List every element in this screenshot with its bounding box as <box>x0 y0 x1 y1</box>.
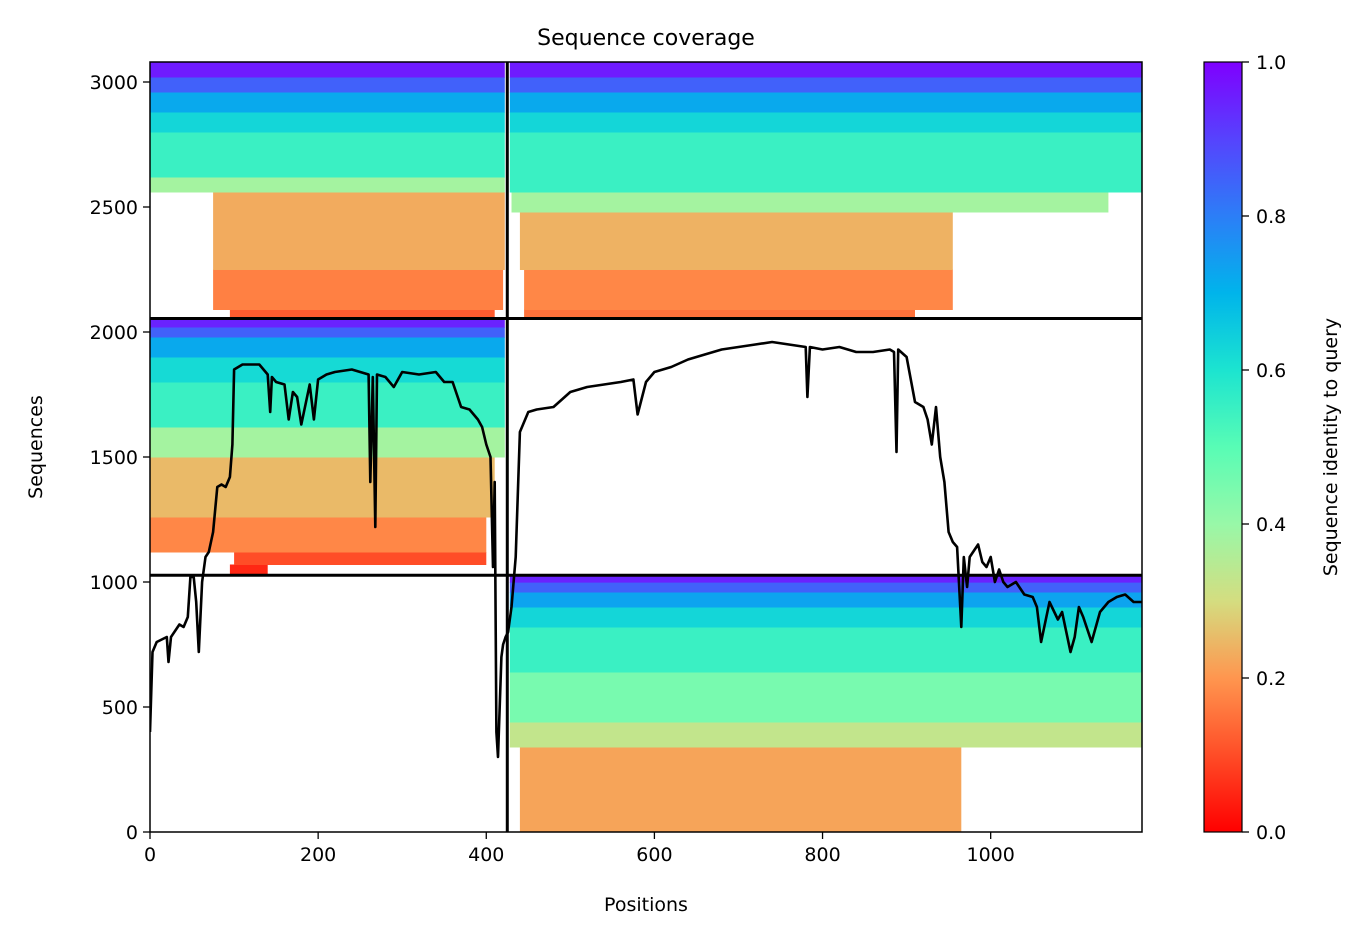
plot-area <box>150 62 1142 832</box>
x-tick-label: 200 <box>300 844 336 866</box>
identity-band <box>150 517 487 553</box>
y-tick-label: 1500 <box>90 447 138 469</box>
y-axis: 0 500 1000 1500 2000 2500 3000 <box>90 72 150 844</box>
colorbar-tick-label: 1.0 <box>1256 52 1286 74</box>
identity-band <box>509 112 1142 133</box>
colorbar-tick-label: 0.6 <box>1256 360 1286 382</box>
coverage-block <box>150 318 505 576</box>
chart-title: Sequence coverage <box>537 26 755 51</box>
x-tick-label: 600 <box>636 844 672 866</box>
colorbar-tick-label: 0.0 <box>1256 822 1286 844</box>
identity-band <box>150 318 505 328</box>
identity-band <box>150 132 505 178</box>
coverage-block <box>509 62 1142 319</box>
identity-band <box>509 575 1142 583</box>
identity-band <box>511 192 1109 213</box>
colorbar-ticks: 0.0 0.2 0.4 0.6 0.8 1.0 <box>1242 52 1286 844</box>
identity-band <box>150 337 505 358</box>
identity-band <box>519 212 953 270</box>
chain-boundaries <box>150 62 1142 832</box>
identity-band <box>509 582 1142 593</box>
coverage-block <box>150 62 505 319</box>
identity-band <box>150 357 505 383</box>
y-tick-label: 3000 <box>90 72 138 94</box>
colorbar-label: Sequence identity to query <box>1320 318 1342 576</box>
identity-band <box>509 627 1142 673</box>
identity-band <box>524 269 953 310</box>
identity-band <box>509 92 1142 113</box>
identity-band <box>509 77 1142 93</box>
y-axis-label: Sequences <box>25 395 47 499</box>
identity-band <box>150 382 505 428</box>
y-tick-label: 1000 <box>90 572 138 594</box>
y-tick-label: 500 <box>102 697 138 719</box>
identity-band <box>213 269 504 310</box>
identity-band <box>229 309 495 319</box>
identity-band <box>509 592 1142 608</box>
identity-band <box>524 309 915 319</box>
y-tick-label: 2500 <box>90 197 138 219</box>
x-tick-label: 0 <box>144 844 156 866</box>
identity-band <box>229 564 268 576</box>
identity-band <box>509 722 1142 748</box>
coverage-block <box>509 575 1142 832</box>
identity-band <box>150 327 505 338</box>
identity-band <box>509 132 1142 193</box>
y-tick-label: 0 <box>126 822 138 844</box>
identity-band <box>150 112 505 133</box>
x-tick-label: 800 <box>804 844 840 866</box>
x-tick-label: 400 <box>468 844 504 866</box>
x-axis: 0 200 400 600 800 1000 <box>144 832 1015 866</box>
identity-band <box>150 92 505 113</box>
coverage-heatmap <box>150 62 1142 832</box>
colorbar-gradient <box>1203 61 1243 833</box>
identity-band <box>509 672 1142 723</box>
identity-band <box>150 427 505 458</box>
coverage-line <box>150 340 1142 759</box>
identity-band <box>150 177 505 193</box>
identity-band <box>213 192 505 270</box>
identity-band <box>509 62 1142 78</box>
coverage-line-group <box>150 340 1142 759</box>
identity-band <box>150 62 505 78</box>
colorbar: 0.0 0.2 0.4 0.6 0.8 1.0 Sequence identity to … <box>1203 52 1342 844</box>
colorbar-tick-label: 0.4 <box>1256 514 1286 536</box>
x-axis-label: Positions <box>604 894 688 916</box>
colorbar-tick-label: 0.2 <box>1256 668 1286 690</box>
plot-frame <box>149 61 1143 833</box>
colorbar-tick-label: 0.8 <box>1256 206 1286 228</box>
identity-band <box>519 747 962 832</box>
identity-band <box>234 552 487 565</box>
identity-band <box>509 607 1142 628</box>
identity-band <box>150 457 495 518</box>
y-tick-label: 2000 <box>90 322 138 344</box>
identity-band <box>150 77 505 93</box>
x-tick-label: 1000 <box>966 844 1014 866</box>
